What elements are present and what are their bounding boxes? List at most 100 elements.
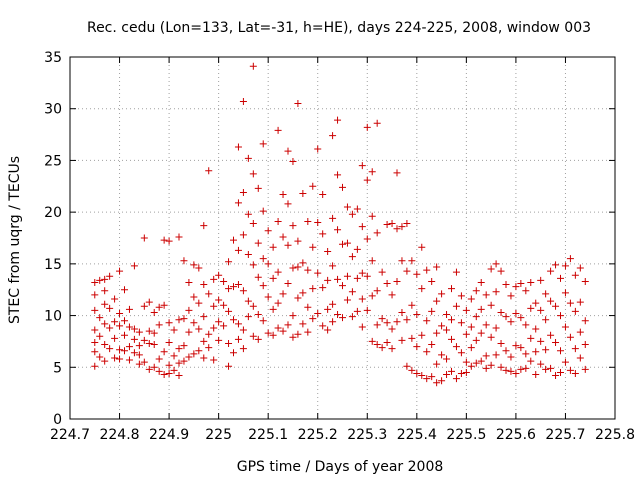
data-point — [319, 230, 327, 238]
data-point — [443, 311, 451, 319]
data-point — [487, 333, 495, 341]
data-point — [497, 308, 505, 316]
data-point — [557, 312, 564, 320]
data-point — [234, 335, 242, 343]
data-point — [576, 328, 584, 336]
data-point — [91, 362, 99, 370]
data-point — [160, 348, 168, 356]
data-point — [353, 274, 361, 282]
data-point — [101, 341, 109, 349]
data-point — [304, 217, 312, 225]
data-point — [210, 324, 218, 332]
data-point — [96, 353, 104, 361]
data-point — [195, 347, 203, 355]
data-point — [205, 330, 213, 338]
data-point — [329, 132, 337, 140]
data-point — [215, 296, 223, 304]
data-point — [383, 319, 391, 327]
data-point — [170, 326, 178, 334]
data-point — [418, 285, 426, 293]
data-point — [413, 311, 421, 319]
data-point — [423, 375, 431, 383]
data-point — [185, 306, 193, 314]
data-point — [254, 239, 262, 247]
data-point — [467, 295, 475, 303]
data-point — [249, 170, 257, 178]
data-point — [279, 327, 287, 335]
data-point — [289, 157, 297, 165]
data-point — [215, 271, 223, 279]
data-point — [373, 119, 381, 127]
x-tick-label: 225 — [205, 427, 232, 443]
data-point — [329, 300, 337, 308]
data-point — [299, 320, 307, 328]
data-point — [408, 334, 416, 342]
data-point — [507, 292, 515, 300]
y-tick-label: 10 — [44, 309, 62, 325]
data-point — [244, 251, 252, 259]
data-point — [368, 257, 376, 265]
data-point — [363, 306, 371, 314]
data-point — [274, 268, 282, 276]
data-point — [135, 360, 143, 368]
data-point — [195, 325, 203, 333]
data-point — [348, 288, 356, 296]
data-point — [289, 333, 297, 341]
data-point — [319, 284, 327, 292]
data-point — [116, 355, 124, 363]
data-point — [542, 290, 550, 298]
y-tick-label: 5 — [53, 360, 62, 376]
data-point — [101, 300, 109, 308]
data-point — [329, 214, 337, 222]
data-point — [140, 336, 148, 344]
data-point — [482, 364, 490, 372]
data-point — [205, 290, 213, 298]
x-tick-label: 225.8 — [595, 427, 635, 443]
data-point — [537, 360, 545, 368]
data-point — [269, 305, 277, 313]
data-point — [373, 229, 381, 237]
data-point — [225, 339, 233, 347]
data-point — [497, 267, 505, 275]
data-point — [383, 338, 391, 346]
data-point — [462, 358, 470, 366]
data-point — [393, 277, 401, 285]
data-point — [205, 344, 213, 352]
data-points — [91, 62, 589, 387]
data-point — [537, 337, 545, 345]
data-point — [324, 326, 332, 334]
data-point — [200, 281, 208, 289]
data-point — [393, 318, 401, 326]
data-point — [215, 318, 223, 326]
x-tick-label: 225.3 — [347, 427, 387, 443]
data-point — [319, 322, 327, 330]
data-point — [264, 227, 272, 235]
data-point — [210, 302, 218, 310]
data-point — [443, 355, 451, 363]
data-point — [571, 307, 579, 315]
data-point — [249, 332, 257, 340]
data-point — [259, 255, 267, 263]
data-point — [249, 62, 257, 70]
data-point — [467, 362, 475, 370]
data-point — [91, 291, 99, 299]
data-point — [101, 275, 109, 283]
data-point — [175, 345, 183, 353]
data-point — [438, 290, 446, 298]
data-point — [101, 320, 109, 328]
data-point — [239, 188, 247, 196]
data-point — [502, 313, 510, 321]
data-point — [502, 347, 510, 355]
data-point — [517, 365, 525, 373]
data-point — [170, 352, 178, 360]
data-point — [195, 299, 203, 307]
data-point — [180, 257, 188, 265]
data-point — [462, 330, 470, 338]
data-point — [566, 366, 574, 374]
data-point — [339, 314, 346, 322]
data-point — [492, 324, 500, 332]
data-point — [581, 277, 589, 285]
data-point — [239, 287, 247, 295]
data-point — [249, 302, 257, 310]
data-point — [294, 237, 302, 245]
